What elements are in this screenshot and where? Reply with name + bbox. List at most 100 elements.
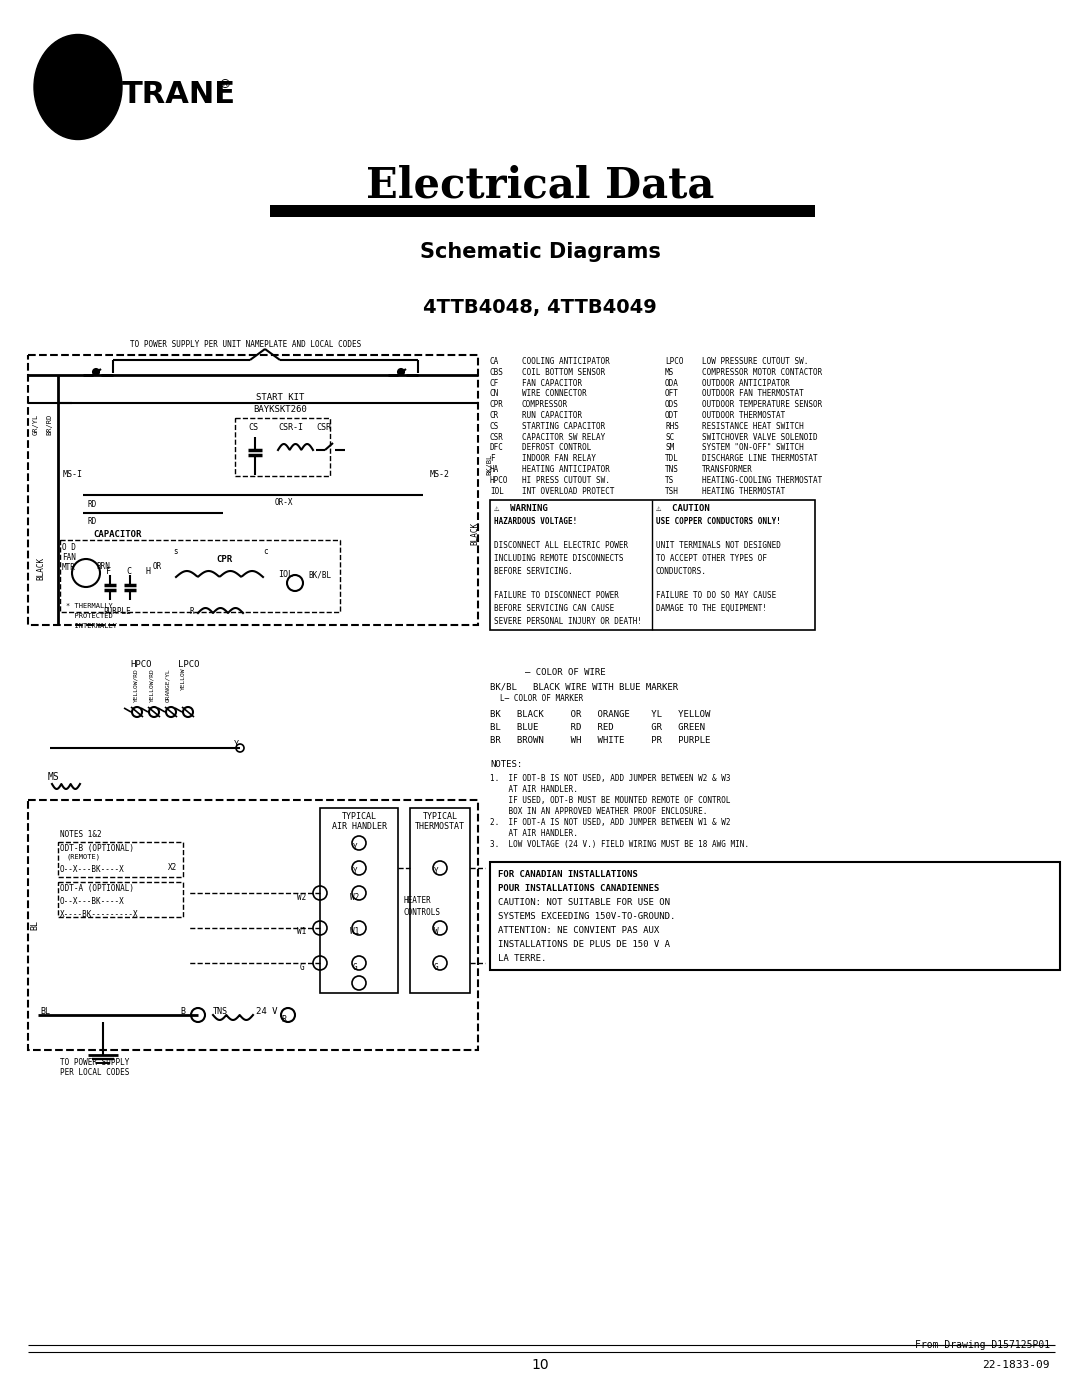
Text: G: G bbox=[353, 963, 357, 971]
Text: RD: RD bbox=[87, 500, 97, 509]
Text: AT AIR HANDLER.: AT AIR HANDLER. bbox=[490, 828, 578, 838]
Text: s: s bbox=[173, 548, 177, 556]
Text: 22-1833-09: 22-1833-09 bbox=[983, 1361, 1050, 1370]
Text: W1: W1 bbox=[350, 928, 360, 936]
Text: COMPRESSOR MOTOR CONTACTOR: COMPRESSOR MOTOR CONTACTOR bbox=[702, 367, 822, 377]
Text: HAZARDOUS VOLTAGE!: HAZARDOUS VOLTAGE! bbox=[494, 517, 577, 525]
Text: HEATER: HEATER bbox=[403, 895, 431, 905]
Text: CSR: CSR bbox=[490, 433, 504, 441]
Text: CBS: CBS bbox=[490, 367, 504, 377]
Text: CF: CF bbox=[490, 379, 499, 387]
Bar bbox=[410, 807, 470, 993]
Bar bbox=[320, 807, 399, 993]
Text: Y: Y bbox=[434, 868, 438, 876]
Text: X----BK---------X: X----BK---------X bbox=[60, 909, 138, 919]
Text: FAN: FAN bbox=[62, 553, 76, 562]
Text: G: G bbox=[434, 963, 438, 971]
Text: HPCO: HPCO bbox=[490, 476, 509, 485]
Text: HEATING-COOLING THERMOSTAT: HEATING-COOLING THERMOSTAT bbox=[702, 476, 822, 485]
Text: PURPLE: PURPLE bbox=[103, 608, 131, 616]
Text: BK/BL: BK/BL bbox=[486, 454, 492, 475]
Text: OFT: OFT bbox=[665, 390, 679, 398]
Text: CA: CA bbox=[490, 358, 499, 366]
Text: TNS: TNS bbox=[665, 465, 679, 474]
Text: TYPICAL: TYPICAL bbox=[341, 812, 377, 821]
Text: ATTENTION: NE CONVIENT PAS AUX: ATTENTION: NE CONVIENT PAS AUX bbox=[498, 926, 659, 935]
Text: HEATING ANTICIPATOR: HEATING ANTICIPATOR bbox=[522, 465, 610, 474]
Text: L— COLOR OF MARKER: L— COLOR OF MARKER bbox=[500, 694, 583, 703]
Text: CONTROLS: CONTROLS bbox=[403, 908, 440, 916]
Text: BEFORE SERVICING CAN CAUSE: BEFORE SERVICING CAN CAUSE bbox=[494, 604, 615, 613]
Text: ODT-B (OPTIONAL): ODT-B (OPTIONAL) bbox=[60, 844, 134, 854]
Text: LPCO: LPCO bbox=[665, 358, 684, 366]
Text: C: C bbox=[126, 567, 131, 576]
Text: TNS: TNS bbox=[213, 1007, 228, 1016]
Text: THERMOSTAT: THERMOSTAT bbox=[415, 821, 465, 831]
Text: O--X---BK----X: O--X---BK----X bbox=[60, 897, 125, 907]
Text: YELLOW: YELLOW bbox=[181, 668, 186, 690]
Text: CN: CN bbox=[490, 390, 499, 398]
Text: SYSTEMS EXCEEDING 150V-TO-GROUND.: SYSTEMS EXCEEDING 150V-TO-GROUND. bbox=[498, 912, 675, 921]
Text: IOL: IOL bbox=[490, 486, 504, 496]
Text: NOTES 1&2: NOTES 1&2 bbox=[60, 830, 102, 840]
Bar bbox=[490, 500, 815, 630]
Text: INSTALLATIONS DE PLUS DE 150 V A: INSTALLATIONS DE PLUS DE 150 V A bbox=[498, 940, 670, 949]
Text: ODT-A (OPTIONAL): ODT-A (OPTIONAL) bbox=[60, 884, 134, 893]
Text: Schematic Diagrams: Schematic Diagrams bbox=[419, 242, 661, 263]
Circle shape bbox=[399, 369, 404, 374]
Text: LPCO: LPCO bbox=[178, 659, 200, 669]
Text: FAN CAPACITOR: FAN CAPACITOR bbox=[522, 379, 582, 387]
Text: FOR CANADIAN INSTALLATIONS: FOR CANADIAN INSTALLATIONS bbox=[498, 870, 638, 879]
Text: COIL BOTTOM SENSOR: COIL BOTTOM SENSOR bbox=[522, 367, 605, 377]
Text: CAPACITOR: CAPACITOR bbox=[93, 529, 141, 539]
Text: OR: OR bbox=[153, 562, 162, 571]
Text: W: W bbox=[434, 928, 438, 936]
Text: Y: Y bbox=[233, 740, 239, 749]
Text: DISCHARGE LINE THERMOSTAT: DISCHARGE LINE THERMOSTAT bbox=[702, 454, 818, 464]
Text: (REMOTE): (REMOTE) bbox=[66, 854, 100, 861]
Text: BR   BROWN     WH   WHITE     PR   PURPLE: BR BROWN WH WHITE PR PURPLE bbox=[490, 736, 711, 745]
Text: BEFORE SERVICING.: BEFORE SERVICING. bbox=[494, 567, 572, 576]
Text: 2.  IF ODT-A IS NOT USED, ADD JUMPER BETWEEN W1 & W2: 2. IF ODT-A IS NOT USED, ADD JUMPER BETW… bbox=[490, 819, 730, 827]
Bar bbox=[28, 355, 478, 624]
Text: W1: W1 bbox=[297, 928, 307, 936]
Text: Electrical Data: Electrical Data bbox=[366, 165, 714, 207]
Text: COOLING ANTICIPATOR: COOLING ANTICIPATOR bbox=[522, 358, 610, 366]
Text: TS: TS bbox=[665, 476, 674, 485]
Text: SYSTEM "ON-OFF" SWITCH: SYSTEM "ON-OFF" SWITCH bbox=[702, 443, 804, 453]
Text: ODT: ODT bbox=[665, 411, 679, 420]
Text: TO POWER SUPPLY: TO POWER SUPPLY bbox=[60, 1058, 130, 1067]
Text: HPCO: HPCO bbox=[130, 659, 151, 669]
Text: CAUTION: NOT SUITABLE FOR USE ON: CAUTION: NOT SUITABLE FOR USE ON bbox=[498, 898, 670, 907]
Text: 1.  IF ODT-B IS NOT USED, ADD JUMPER BETWEEN W2 & W3: 1. IF ODT-B IS NOT USED, ADD JUMPER BETW… bbox=[490, 774, 730, 782]
Text: CSR-I: CSR-I bbox=[278, 423, 303, 432]
Text: BRN: BRN bbox=[96, 562, 110, 571]
Text: IOL: IOL bbox=[278, 570, 293, 578]
Text: SC: SC bbox=[665, 433, 674, 441]
Text: ®: ® bbox=[218, 78, 230, 91]
Text: OUTDOOR ANTICIPATOR: OUTDOOR ANTICIPATOR bbox=[702, 379, 789, 387]
Text: RESISTANCE HEAT SWITCH: RESISTANCE HEAT SWITCH bbox=[702, 422, 804, 430]
Text: HEATING THERMOSTAT: HEATING THERMOSTAT bbox=[702, 486, 785, 496]
Text: — COLOR OF WIRE: — COLOR OF WIRE bbox=[525, 668, 606, 678]
Text: BL   BLUE      RD   RED       GR   GREEN: BL BLUE RD RED GR GREEN bbox=[490, 724, 705, 732]
Bar bbox=[490, 862, 1059, 970]
Text: CS: CS bbox=[490, 422, 499, 430]
Text: INCLUDING REMOTE DISCONNECTS: INCLUDING REMOTE DISCONNECTS bbox=[494, 555, 623, 563]
Text: R: R bbox=[190, 608, 194, 616]
Text: AIR HANDLER: AIR HANDLER bbox=[332, 821, 387, 831]
Text: OUTDOOR THERMOSTAT: OUTDOOR THERMOSTAT bbox=[702, 411, 785, 420]
Text: SM: SM bbox=[665, 443, 674, 453]
Text: DEFROST CONTROL: DEFROST CONTROL bbox=[522, 443, 592, 453]
Text: Y: Y bbox=[353, 842, 357, 852]
Text: TO ACCEPT OTHER TYPES OF: TO ACCEPT OTHER TYPES OF bbox=[656, 555, 767, 563]
Text: TYPICAL: TYPICAL bbox=[422, 812, 458, 821]
Text: CR: CR bbox=[490, 411, 499, 420]
Text: HI PRESS CUTOUT SW.: HI PRESS CUTOUT SW. bbox=[522, 476, 610, 485]
Text: SEVERE PERSONAL INJURY OR DEATH!: SEVERE PERSONAL INJURY OR DEATH! bbox=[494, 616, 642, 626]
Text: W2: W2 bbox=[350, 893, 360, 901]
Text: DAMAGE TO THE EQUIPMENT!: DAMAGE TO THE EQUIPMENT! bbox=[656, 604, 767, 613]
Text: DISCONNECT ALL ELECTRIC POWER: DISCONNECT ALL ELECTRIC POWER bbox=[494, 542, 629, 550]
Text: INTERNALLY: INTERNALLY bbox=[66, 623, 117, 629]
Text: POUR INSTALLATIONS CANADIENNES: POUR INSTALLATIONS CANADIENNES bbox=[498, 884, 659, 893]
